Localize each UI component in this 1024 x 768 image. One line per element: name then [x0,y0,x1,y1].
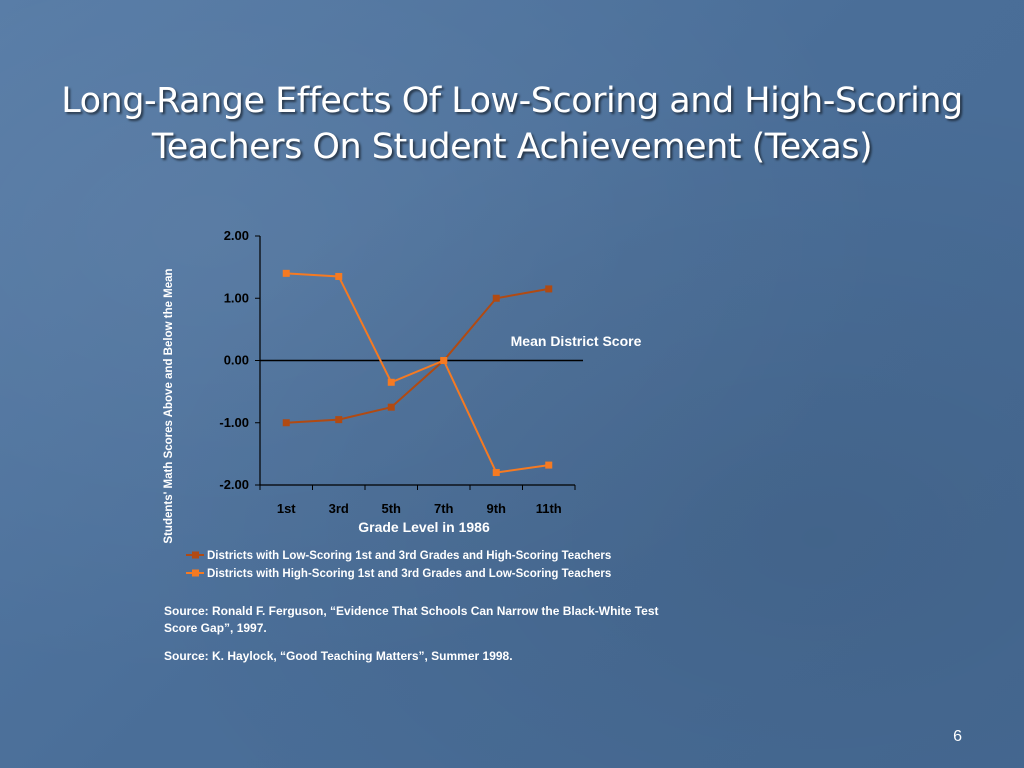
chart-series [282,269,553,477]
legend-label: Districts with High-Scoring 1st and 3rd … [207,568,611,580]
source-citation-2: Source: K. Haylock, “Good Teaching Matte… [164,649,513,663]
series-1-point [282,419,290,427]
chart-text: Grade Level in 1986 Students' Math Score… [163,268,642,543]
source-citation-1: Source: Ronald F. Ferguson, “Evidence Th… [164,604,659,635]
x-tick-label: 7th [434,501,454,516]
y-axis-title: Students' Math Scores Above and Below th… [163,268,175,543]
series-line-1 [286,287,549,424]
y-tick-label: -2.00 [219,477,249,492]
y-tick-label: 0.00 [224,353,249,368]
series-2-point [545,461,553,469]
series-2-point [335,272,343,280]
series-2-point [387,378,395,386]
legend-swatch-marker [192,551,199,559]
series-2-point [492,469,500,477]
x-tick-label: 3rd [329,501,349,516]
page-number: 6 [953,728,962,745]
series-2-point [440,357,448,364]
series-1-point [387,403,395,411]
slide-title: Long-Range Effects Of Low-Scoring and Hi… [61,81,963,167]
series-line-2 [286,272,549,474]
chart-axes: 2.00 1.00 0.00 -1.00 -2.00 1st 3rd 5th 7th 9th 11t… [219,228,583,516]
x-tick-label: 5th [382,501,402,516]
x-tick-label: 11th [536,501,562,516]
y-tick-label: -1.00 [219,415,249,430]
y-tick-label: 2.00 [224,228,249,243]
series-2-point [282,269,290,277]
legend-label: Districts with Low-Scoring 1st and 3rd G… [207,550,611,562]
chart-legend: Districts with Low-Scoring 1st and 3rd G… [186,550,611,580]
x-axis-title: Grade Level in 1986 [358,519,490,535]
y-tick-label: 1.00 [224,290,249,305]
mean-district-score-annotation: Mean District Score [511,333,642,349]
series-1-point [545,285,553,293]
x-tick-label: 9th [487,501,507,516]
x-tick-label: 1st [277,501,296,516]
series-1-point [492,294,500,302]
series-1-point [335,416,343,424]
legend-swatch-marker [192,569,199,577]
